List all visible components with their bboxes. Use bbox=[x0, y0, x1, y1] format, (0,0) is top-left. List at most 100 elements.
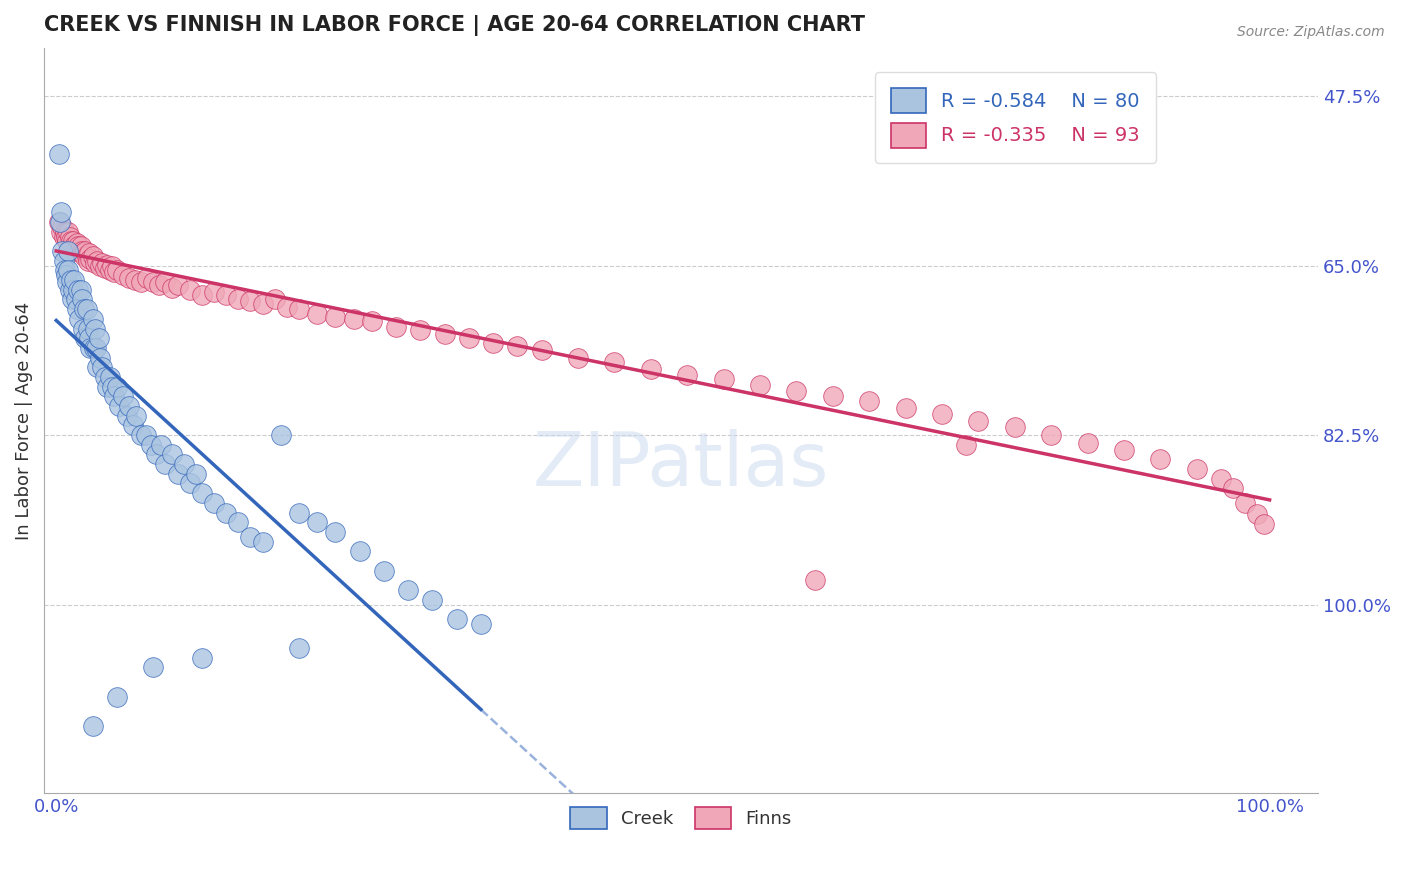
Point bbox=[955, 438, 977, 452]
Point bbox=[263, 293, 285, 307]
Point bbox=[58, 263, 80, 277]
Point bbox=[135, 428, 157, 442]
Point bbox=[77, 331, 100, 345]
Point bbox=[82, 718, 104, 732]
Point bbox=[89, 351, 111, 365]
Point bbox=[239, 530, 262, 544]
Point bbox=[457, 331, 479, 345]
Point bbox=[91, 255, 114, 269]
Point bbox=[821, 389, 844, 403]
Point bbox=[226, 515, 249, 529]
Point bbox=[87, 331, 110, 345]
Point bbox=[323, 310, 346, 324]
Point bbox=[53, 263, 76, 277]
Point bbox=[73, 249, 96, 263]
Point bbox=[191, 650, 214, 665]
Point bbox=[215, 287, 238, 301]
Point bbox=[52, 253, 75, 268]
Point bbox=[1040, 428, 1063, 442]
Point bbox=[139, 438, 162, 452]
Point bbox=[482, 336, 505, 351]
Point bbox=[323, 524, 346, 539]
Point bbox=[118, 399, 141, 413]
Point bbox=[58, 229, 80, 244]
Point bbox=[191, 287, 214, 301]
Point bbox=[270, 428, 292, 442]
Point bbox=[76, 249, 98, 263]
Point bbox=[276, 300, 298, 314]
Point bbox=[105, 690, 128, 704]
Point bbox=[58, 283, 80, 297]
Point bbox=[96, 258, 118, 272]
Point bbox=[59, 273, 82, 287]
Point bbox=[360, 314, 382, 328]
Point bbox=[111, 268, 134, 283]
Point bbox=[69, 283, 91, 297]
Point bbox=[59, 235, 82, 249]
Point bbox=[56, 235, 79, 249]
Point bbox=[145, 447, 167, 461]
Point bbox=[226, 293, 249, 307]
Point bbox=[83, 341, 105, 355]
Point bbox=[69, 239, 91, 253]
Point bbox=[155, 275, 177, 289]
Point bbox=[66, 236, 89, 251]
Y-axis label: In Labor Force | Age 20-64: In Labor Force | Age 20-64 bbox=[15, 301, 32, 540]
Point bbox=[202, 285, 225, 299]
Point bbox=[67, 239, 90, 253]
Point bbox=[1222, 481, 1244, 495]
Point bbox=[121, 418, 143, 433]
Point bbox=[288, 641, 311, 656]
Point bbox=[446, 612, 468, 626]
Point bbox=[108, 399, 131, 413]
Point bbox=[48, 147, 70, 161]
Point bbox=[62, 283, 84, 297]
Point bbox=[70, 244, 93, 258]
Point bbox=[103, 389, 125, 403]
Point bbox=[79, 252, 101, 266]
Point bbox=[72, 321, 94, 335]
Point bbox=[1209, 472, 1232, 486]
Point bbox=[160, 447, 183, 461]
Point bbox=[103, 265, 125, 279]
Point bbox=[342, 311, 364, 326]
Point bbox=[58, 225, 80, 239]
Point bbox=[894, 401, 917, 415]
Point bbox=[51, 244, 73, 258]
Point bbox=[49, 225, 72, 239]
Point bbox=[76, 321, 98, 335]
Point bbox=[1185, 462, 1208, 476]
Point bbox=[567, 351, 589, 365]
Point bbox=[55, 229, 77, 244]
Point bbox=[52, 229, 75, 244]
Point bbox=[506, 339, 529, 353]
Point bbox=[63, 239, 86, 253]
Point bbox=[142, 275, 165, 289]
Point bbox=[422, 592, 444, 607]
Point bbox=[53, 225, 76, 239]
Point bbox=[288, 506, 311, 520]
Point bbox=[86, 253, 108, 268]
Point bbox=[803, 574, 825, 588]
Point bbox=[149, 438, 172, 452]
Point bbox=[67, 244, 90, 258]
Point bbox=[63, 273, 86, 287]
Point bbox=[785, 384, 807, 399]
Point bbox=[349, 544, 371, 558]
Point bbox=[252, 297, 274, 311]
Point bbox=[84, 255, 107, 269]
Point bbox=[288, 302, 311, 317]
Point bbox=[148, 277, 170, 292]
Point bbox=[1234, 496, 1257, 510]
Point bbox=[1246, 508, 1268, 522]
Text: ZIPatlas: ZIPatlas bbox=[533, 429, 830, 501]
Point bbox=[94, 261, 117, 276]
Point bbox=[191, 486, 214, 500]
Point bbox=[179, 476, 201, 491]
Text: CREEK VS FINNISH IN LABOR FORCE | AGE 20-64 CORRELATION CHART: CREEK VS FINNISH IN LABOR FORCE | AGE 20… bbox=[44, 15, 865, 36]
Point bbox=[215, 506, 238, 520]
Point bbox=[373, 564, 395, 578]
Point bbox=[75, 331, 97, 345]
Point bbox=[184, 467, 207, 481]
Point bbox=[60, 239, 83, 253]
